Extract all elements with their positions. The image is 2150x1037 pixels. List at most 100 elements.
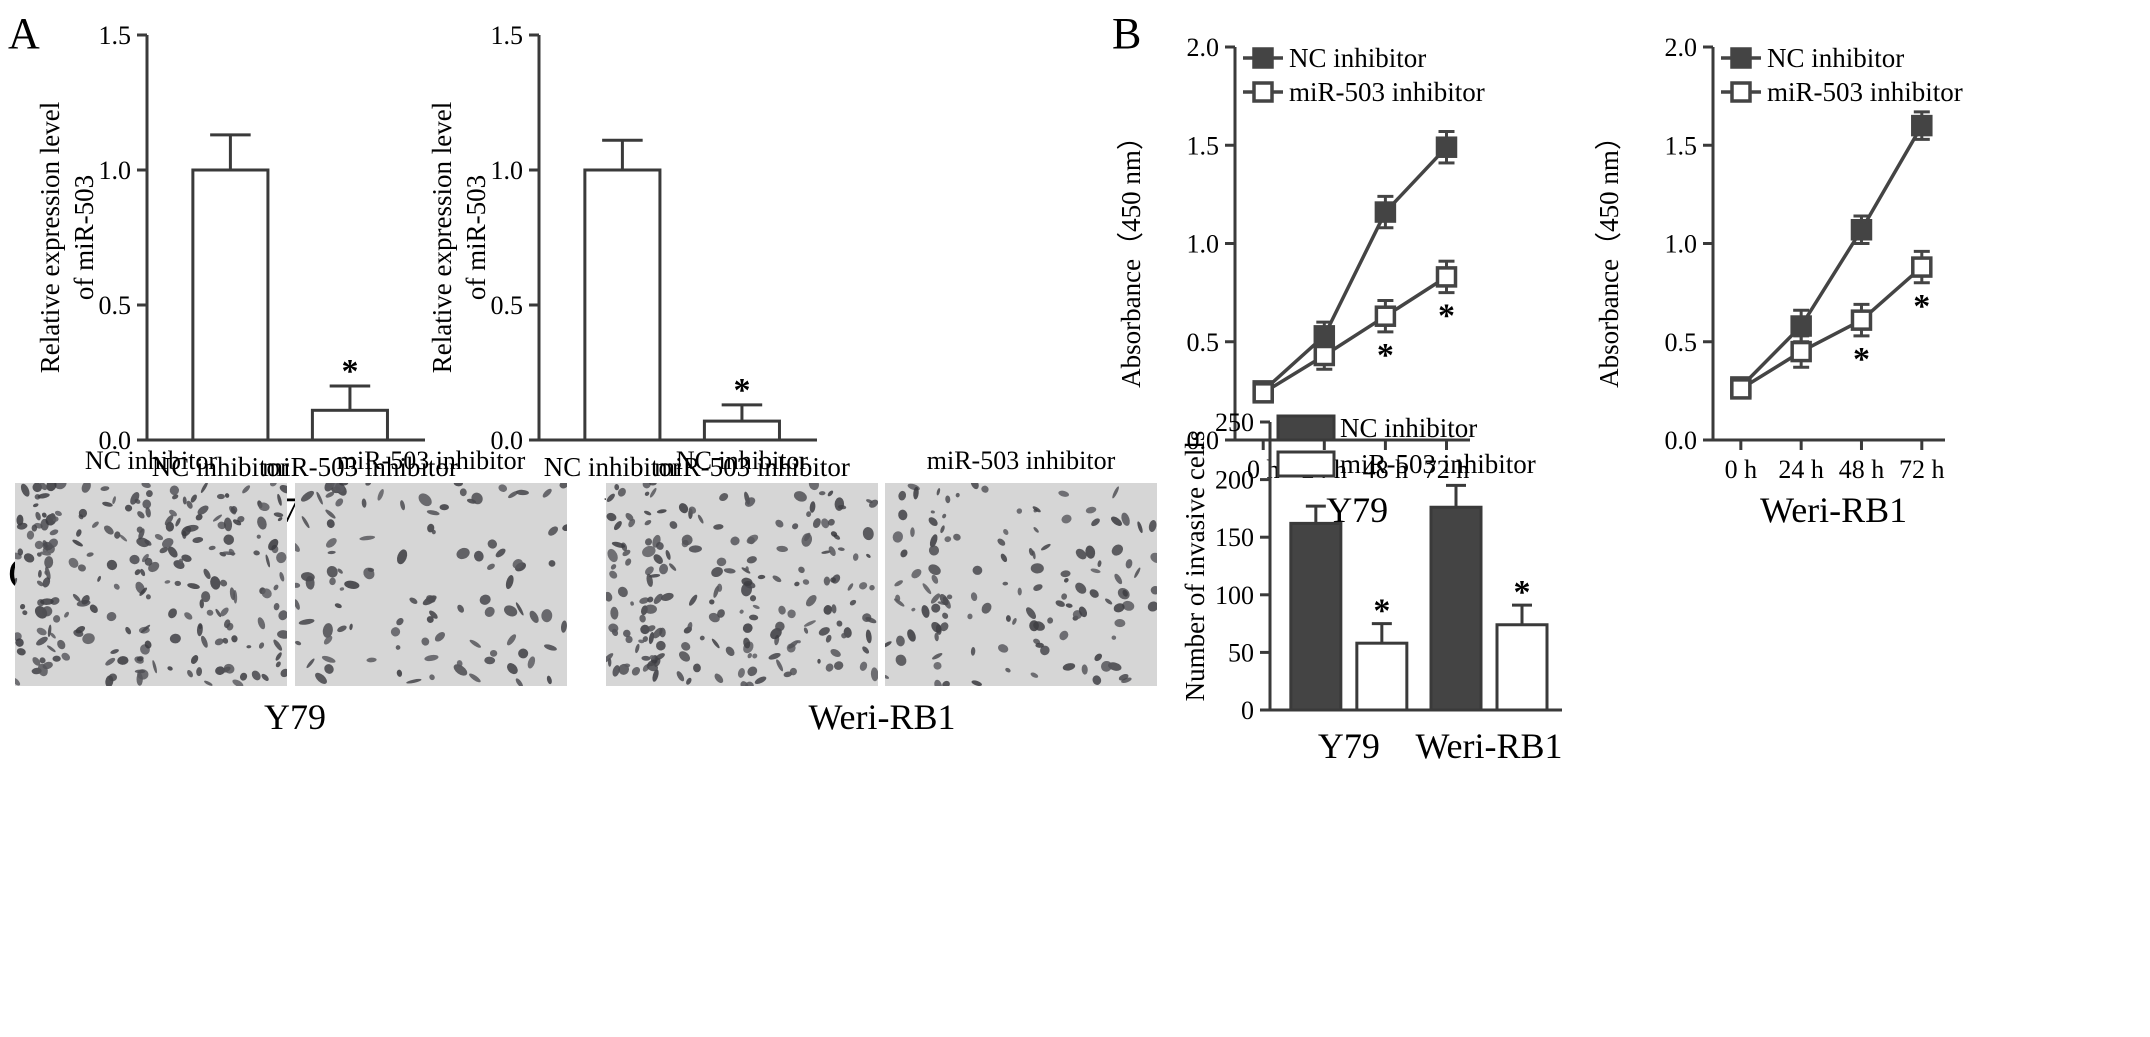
stained-cell xyxy=(1030,672,1039,678)
stained-cell xyxy=(895,594,901,602)
stained-cell xyxy=(106,612,117,622)
significance-star: * xyxy=(1377,337,1394,374)
stained-cell xyxy=(933,662,942,670)
stained-cell xyxy=(1059,630,1069,641)
stained-cell xyxy=(1016,508,1023,514)
stained-cell xyxy=(789,667,797,676)
stained-cell xyxy=(806,511,812,517)
stained-cell xyxy=(145,594,151,600)
y-tick-label: 200 xyxy=(1215,466,1254,495)
stained-cell xyxy=(652,669,659,682)
stained-cell xyxy=(261,673,269,681)
stained-cell xyxy=(1148,520,1157,532)
stained-cell xyxy=(792,523,799,530)
stained-cell xyxy=(649,483,657,486)
stained-cell xyxy=(644,519,652,526)
stained-cell xyxy=(301,516,310,529)
stained-cell xyxy=(606,512,617,522)
stained-cell xyxy=(277,630,287,639)
stained-cell xyxy=(215,666,225,675)
stained-cell xyxy=(164,514,174,526)
stained-cell xyxy=(484,656,496,665)
stained-cell xyxy=(622,549,631,557)
stained-cell xyxy=(377,489,384,501)
stained-cell xyxy=(805,594,817,607)
stained-cell xyxy=(643,510,652,516)
stained-cell xyxy=(471,492,483,505)
stained-cell xyxy=(36,627,47,636)
stained-cell xyxy=(424,654,439,662)
stained-cell xyxy=(928,517,938,526)
stained-cell xyxy=(190,655,199,664)
mir-503-inhibitor-point xyxy=(1313,344,1336,367)
stained-cell xyxy=(38,569,42,578)
stained-cell xyxy=(456,660,463,667)
stained-cell xyxy=(16,514,24,526)
stained-cell xyxy=(515,489,529,496)
stained-cell xyxy=(817,658,821,664)
stained-cell xyxy=(206,609,214,616)
stained-cell xyxy=(487,539,498,549)
micrograph-panel: NC inhibitor miR-503 inhibitor NC inhibito… xyxy=(15,446,1157,737)
stained-cell xyxy=(1122,589,1128,597)
stained-cell xyxy=(439,504,449,511)
stained-cell xyxy=(1105,598,1113,605)
stained-cell xyxy=(1110,516,1122,526)
stained-cell xyxy=(548,560,556,567)
stained-cell xyxy=(747,666,758,677)
stained-cell xyxy=(648,631,655,645)
stained-cell xyxy=(359,535,376,541)
stained-cell xyxy=(223,517,233,532)
stained-cell xyxy=(508,490,519,499)
stained-cell xyxy=(743,637,751,649)
stained-cell xyxy=(82,633,95,645)
stained-cell xyxy=(859,661,868,671)
stained-cell xyxy=(323,635,333,645)
stained-cell xyxy=(645,566,654,576)
stained-cell xyxy=(1025,607,1037,619)
mir-503-inhibitor-bar xyxy=(1495,623,1549,712)
stained-cell xyxy=(659,627,666,638)
micrograph-image xyxy=(15,483,287,686)
stained-cell xyxy=(649,487,657,498)
stained-cell xyxy=(280,668,287,678)
stained-cell xyxy=(429,674,435,681)
stained-cell xyxy=(1033,638,1041,645)
stained-cell xyxy=(145,490,153,498)
stained-cell xyxy=(821,550,831,554)
stained-cell xyxy=(44,570,48,575)
stained-cell xyxy=(232,519,242,526)
stained-cell xyxy=(1121,512,1130,526)
stained-cell xyxy=(124,504,133,512)
stained-cell xyxy=(159,546,169,554)
stained-cell xyxy=(41,512,47,518)
stained-cell xyxy=(928,564,941,576)
micrograph-group-label: Weri-RB1 xyxy=(808,697,955,737)
stained-cell xyxy=(1125,559,1133,569)
stained-cell xyxy=(139,587,148,596)
stained-cell xyxy=(1111,635,1117,640)
stained-cell xyxy=(625,558,632,566)
stained-cell xyxy=(196,623,203,637)
stained-cell xyxy=(614,483,620,491)
stained-cell xyxy=(716,557,727,567)
stained-cell xyxy=(321,655,336,663)
nc-inhibitor-point xyxy=(1374,201,1397,223)
stained-cell xyxy=(1137,521,1143,534)
stained-cell xyxy=(130,491,140,505)
stained-cell xyxy=(885,641,892,648)
stained-cell xyxy=(37,663,48,677)
stained-cell xyxy=(32,503,39,508)
stained-cell xyxy=(787,609,796,619)
stained-cell xyxy=(894,580,903,587)
stained-cell xyxy=(606,653,614,663)
stained-cell xyxy=(930,510,935,514)
stained-cell xyxy=(253,550,260,556)
stained-cell xyxy=(745,681,754,686)
stained-cell xyxy=(639,597,649,604)
stained-cell xyxy=(907,629,916,642)
stained-cell xyxy=(268,538,279,551)
stained-cell xyxy=(898,490,907,501)
stained-cell xyxy=(136,526,143,533)
stained-cell xyxy=(113,583,120,590)
